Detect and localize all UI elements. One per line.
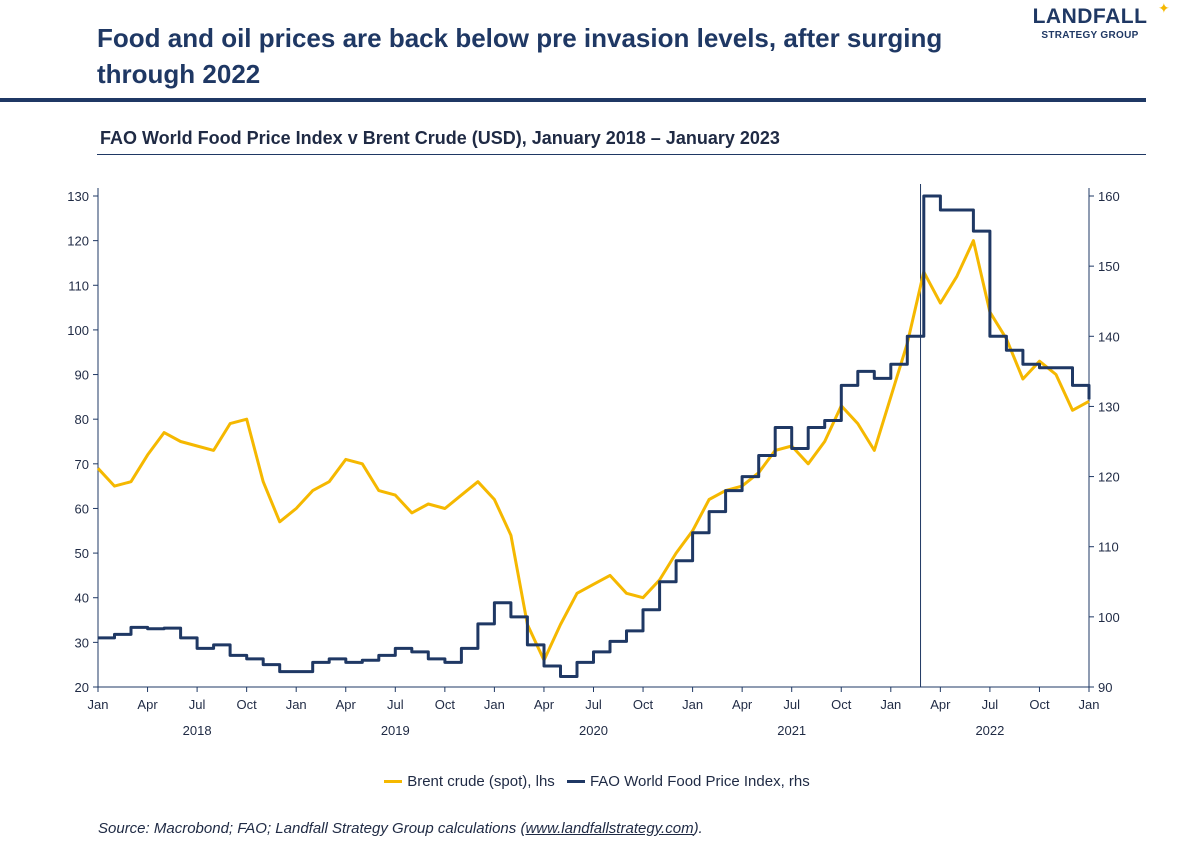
- y-right-tick-label: 120: [1098, 470, 1120, 485]
- logo-subtitle: STRATEGY GROUP: [1041, 30, 1139, 41]
- legend-swatch-fao: [566, 780, 585, 783]
- y-left-tick-label: 110: [68, 278, 89, 293]
- chart-legend: Brent crude (spot), lhs FAO World Food P…: [0, 770, 1194, 790]
- y-right-tick-label: 110: [1098, 540, 1119, 555]
- chart-title: FAO World Food Price Index v Brent Crude…: [100, 128, 780, 148]
- x-month-label: Jul: [585, 697, 602, 712]
- x-month-label: Jul: [982, 697, 999, 712]
- sparkle-icon: ✦: [1158, 0, 1170, 16]
- x-month-label: Oct: [633, 697, 654, 712]
- line-chart: 20 30 40 50 60 70 80 90 100 110 120 130 90 100 110 120 1…: [67, 184, 1120, 738]
- y-left-tick-label: 20: [75, 680, 89, 695]
- x-month-label: Oct: [1029, 697, 1050, 712]
- y-right-tick-label: 90: [1098, 680, 1112, 695]
- x-month-label: Jul: [783, 697, 800, 712]
- y-right-tick-label: 160: [1098, 189, 1120, 204]
- x-month-label: Jan: [286, 697, 307, 712]
- source-suffix: ).: [693, 820, 703, 837]
- y-left-tick-label: 30: [75, 635, 89, 650]
- chart-lines: [96, 194, 1091, 678]
- y-left-tick-label: 100: [67, 323, 89, 338]
- x-month-label: Jan: [682, 697, 703, 712]
- y-left-tick-label: 90: [75, 368, 89, 383]
- x-year-label: 2018: [183, 723, 212, 738]
- series-line-fao: [98, 194, 1091, 678]
- x-month-label: Jan: [880, 697, 901, 712]
- legend-item-brent: Brent crude (spot), lhs: [384, 773, 555, 790]
- y-left-tick-label: 40: [75, 591, 89, 606]
- y-left-tick-label: 60: [75, 501, 89, 516]
- x-month-label: Oct: [831, 697, 852, 712]
- x-month-label: Jul: [189, 697, 206, 712]
- x-month-label: Oct: [435, 697, 456, 712]
- x-month-label: Apr: [137, 697, 158, 712]
- x-year-label: 2021: [777, 723, 806, 738]
- series-line-brent: [96, 239, 1090, 662]
- chart-title-divider: [97, 154, 1146, 155]
- y-left-tick-label: 70: [75, 457, 89, 472]
- x-month-label: Apr: [534, 697, 555, 712]
- x-month-label: Apr: [336, 697, 357, 712]
- y-left-tick-label: 130: [67, 189, 89, 204]
- legend-swatch-brent: [384, 780, 403, 783]
- y-right-tick-label: 130: [1098, 399, 1120, 414]
- legend-label-brent: Brent crude (spot), lhs: [407, 773, 555, 790]
- x-month-label: Jan: [88, 697, 109, 712]
- page-title: Food and oil prices are back below pre i…: [97, 23, 943, 89]
- x-month-label: Apr: [732, 697, 753, 712]
- y-right-tick-label: 100: [1098, 610, 1120, 625]
- source-prefix: Source: Macrobond; FAO; Landfall Strateg…: [98, 820, 526, 837]
- x-month-label: Oct: [237, 697, 258, 712]
- landfall-logo: LANDFALL STRATEGY GROUP ✦: [1010, 0, 1170, 48]
- chart-axes: 20 30 40 50 60 70 80 90 100 110 120 130 90 100 110 120 1…: [67, 184, 1120, 738]
- logo-brand: LANDFALL: [1032, 5, 1148, 28]
- legend-item-fao: FAO World Food Price Index, rhs: [566, 773, 810, 790]
- legend-label-fao: FAO World Food Price Index, rhs: [589, 773, 810, 790]
- header-divider: [0, 98, 1146, 102]
- y-left-tick-label: 120: [67, 234, 89, 249]
- y-left-tick-label: 80: [75, 412, 89, 427]
- y-right-tick-label: 150: [1098, 259, 1120, 274]
- x-year-label: 2020: [579, 723, 608, 738]
- x-month-label: Jul: [387, 697, 404, 712]
- y-left-tick-label: 50: [75, 546, 89, 561]
- x-month-label: Jan: [484, 697, 505, 712]
- x-month-label: Jan: [1079, 697, 1100, 712]
- y-right-tick-label: 140: [1098, 329, 1120, 344]
- x-year-label: 2022: [975, 723, 1004, 738]
- x-year-label: 2019: [381, 723, 410, 738]
- source-note: Source: Macrobond; FAO; Landfall Strateg…: [98, 820, 703, 837]
- source-link[interactable]: www.landfallstrategy.com: [525, 820, 694, 837]
- x-month-label: Apr: [930, 697, 951, 712]
